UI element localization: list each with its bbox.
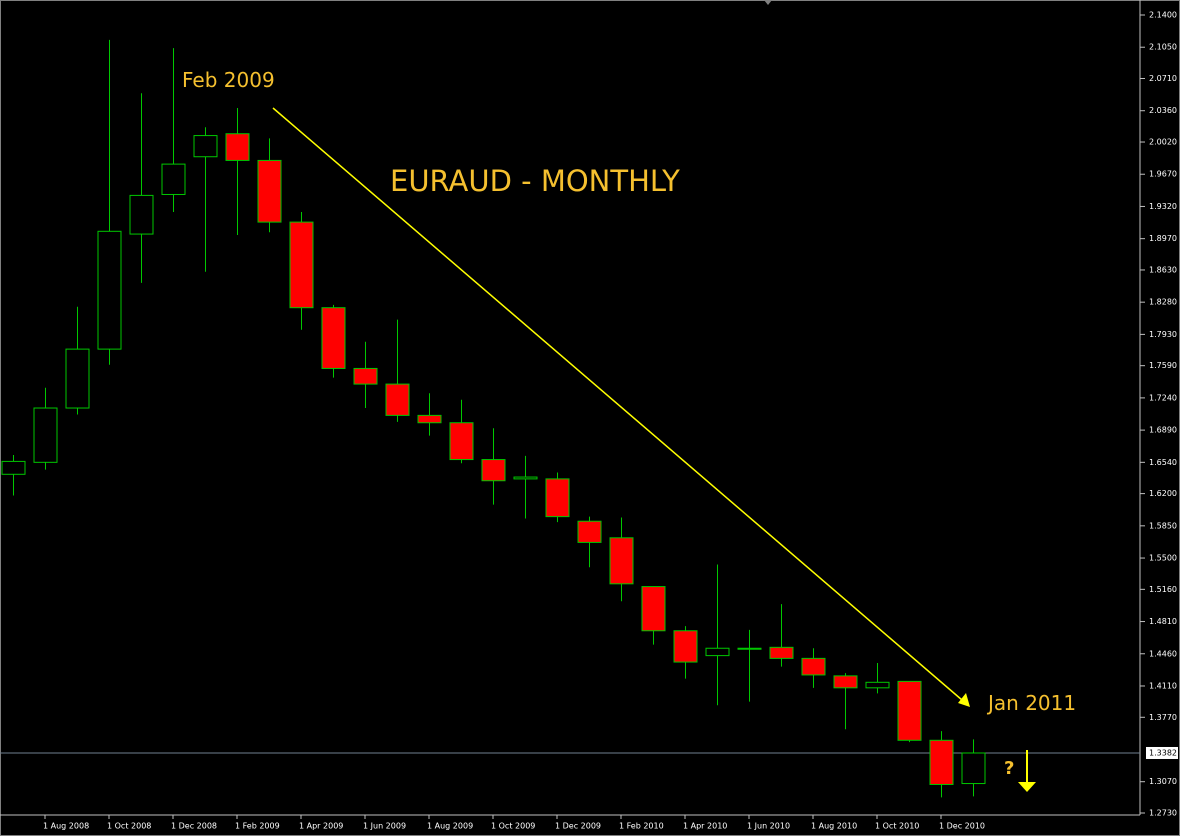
- y-tick-label: 1.4460: [1149, 649, 1177, 658]
- annotation: ?: [1004, 758, 1014, 779]
- candle-body: [737, 647, 762, 650]
- candle-body: [897, 680, 922, 741]
- candle-body: [513, 476, 538, 480]
- y-tick-label: 1.7930: [1149, 330, 1177, 339]
- x-tick-label: 1 Apr 2010: [683, 822, 727, 831]
- candle-body: [545, 478, 570, 518]
- candle-body: [481, 459, 506, 482]
- y-tick-label: 1.2730: [1149, 809, 1177, 818]
- y-tick-label: 1.8970: [1149, 234, 1177, 243]
- candle-body: [97, 230, 122, 350]
- y-tick-label: 1.8280: [1149, 298, 1177, 307]
- annotation: Feb 2009: [182, 68, 275, 92]
- y-tick-label: 1.6200: [1149, 489, 1177, 498]
- candle-body: [353, 367, 378, 385]
- current-price-box: [1146, 746, 1178, 759]
- down-arrow-head: [1018, 782, 1036, 792]
- plot-area: 2.1400 2.1050 2.0710 2.0360 2.0020 1.9670 1.93…: [0, 11, 1178, 831]
- x-tick-label: 1 Dec 2008: [171, 822, 217, 831]
- candle-body: [961, 752, 986, 785]
- candle-body: [417, 414, 442, 424]
- y-tick-label: 1.4110: [1149, 681, 1177, 690]
- x-tick-label: 1 Aug 2008: [43, 822, 89, 831]
- chart-title: EURAUD - MONTHLY: [390, 164, 680, 198]
- y-tick-label: 1.5160: [1149, 585, 1177, 594]
- x-tick-label: 1 Jun 2009: [363, 822, 406, 831]
- candle-body: [65, 348, 90, 409]
- x-tick-label: 1 Dec 2009: [555, 822, 601, 831]
- candle-body: [673, 630, 698, 663]
- y-tick-label: 1.9670: [1149, 170, 1177, 179]
- annotation: Jan 2011: [986, 691, 1076, 715]
- y-tick-label: 1.5500: [1149, 554, 1177, 563]
- y-tick-label: 1.7240: [1149, 393, 1177, 402]
- candle-body: [641, 586, 666, 632]
- candle-body: [129, 194, 154, 235]
- y-tick-label: 2.1050: [1149, 43, 1177, 52]
- y-tick-label: 1.9320: [1149, 202, 1177, 211]
- candle-body: [449, 422, 474, 461]
- y-tick-label: 1.6890: [1149, 426, 1177, 435]
- x-tick-label: 1 Oct 2010: [875, 822, 919, 831]
- y-tick-label: 1.8630: [1149, 265, 1177, 274]
- y-tick-label: 2.0360: [1149, 106, 1177, 115]
- x-tick-label: 1 Feb 2010: [619, 822, 664, 831]
- y-tick-label: 2.0710: [1149, 74, 1177, 83]
- y-tick-label: 1.6540: [1149, 458, 1177, 467]
- y-tick-label: 1.3770: [1149, 713, 1177, 722]
- x-tick-label: 1 Oct 2008: [107, 822, 151, 831]
- y-tick-label: 1.5850: [1149, 521, 1177, 530]
- candle-body: [33, 407, 58, 463]
- candle-body: [257, 159, 282, 223]
- candle-body: [577, 520, 602, 543]
- candle-body: [833, 675, 858, 689]
- trend-arrow-head: [958, 693, 970, 707]
- x-tick-label: 1 Feb 2009: [235, 822, 280, 831]
- current-price-label: 1.3382: [1149, 748, 1177, 757]
- y-tick-label: 1.4810: [1149, 617, 1177, 626]
- trend-arrow: [272, 107, 963, 701]
- x-tick-label: 1 Dec 2010: [939, 822, 985, 831]
- x-tick-label: 1 Aug 2010: [811, 822, 857, 831]
- x-tick-label: 1 Apr 2009: [299, 822, 343, 831]
- candle-body: [193, 135, 218, 158]
- candle-body: [321, 307, 346, 369]
- candle-body: [929, 739, 954, 785]
- candle-body: [769, 646, 794, 659]
- y-tick-label: 1.3070: [1149, 777, 1177, 786]
- candle-body: [385, 383, 410, 416]
- candle-body: [609, 537, 634, 585]
- y-tick-label: 2.1400: [1149, 11, 1177, 20]
- x-tick-label: 1 Jun 2010: [747, 822, 790, 831]
- candle-body: [865, 681, 890, 689]
- candle-body: [225, 133, 250, 161]
- candle-body: [1, 460, 26, 475]
- x-tick-label: 1 Aug 2009: [427, 822, 473, 831]
- candle-body: [161, 163, 186, 195]
- y-tick-label: 1.7590: [1149, 361, 1177, 370]
- y-tick-label: 2.0020: [1149, 138, 1177, 147]
- shift-marker: [764, 0, 772, 5]
- x-tick-label: 1 Oct 2009: [491, 822, 535, 831]
- candle-body: [705, 647, 730, 657]
- candle-body: [801, 657, 826, 676]
- candle-body: [289, 221, 314, 309]
